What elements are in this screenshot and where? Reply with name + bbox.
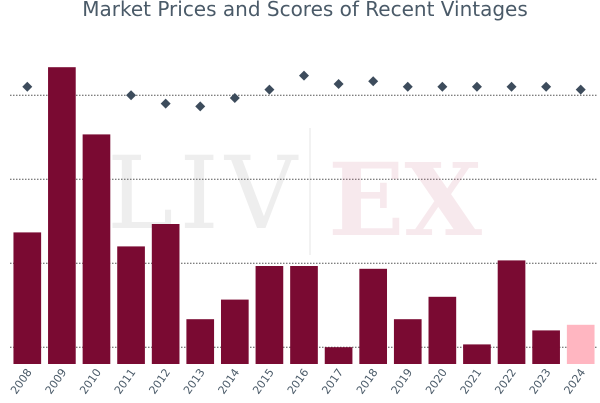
score-marker-2020 (437, 81, 448, 92)
x-tick-2008: 2008 (8, 366, 35, 396)
score-marker-2008 (22, 81, 33, 92)
bar-2015 (255, 266, 284, 364)
bar-2020 (428, 296, 457, 364)
x-tick-2013: 2013 (181, 366, 208, 396)
x-tick-2022: 2022 (492, 366, 519, 396)
score-marker-2022 (506, 81, 517, 92)
x-tick-2024: 2024 (561, 366, 588, 396)
score-marker-2024 (575, 84, 586, 95)
bar-2023 (532, 330, 560, 364)
markers (22, 70, 586, 112)
bar-2013 (186, 319, 215, 364)
score-marker-2014 (229, 93, 240, 103)
x-tick-2015: 2015 (250, 366, 277, 396)
x-tick-2017: 2017 (319, 366, 346, 396)
x-tick-labels: 2008 2009 2010 2011 2012 2013 2014 2015 2016 2017… (8, 366, 588, 396)
watermark-left: LIV (107, 135, 303, 252)
x-tick-2020: 2020 (423, 366, 450, 396)
score-marker-2023 (541, 81, 552, 92)
bar-2024 (566, 324, 595, 364)
x-tick-2016: 2016 (285, 366, 312, 396)
x-tick-2009: 2009 (43, 366, 70, 396)
bar-2017 (324, 347, 353, 364)
x-tick-2019: 2019 (389, 366, 416, 396)
x-tick-2021: 2021 (458, 366, 485, 396)
bar-2019 (393, 319, 422, 364)
score-marker-2012 (160, 98, 171, 109)
x-tick-2014: 2014 (216, 366, 243, 396)
score-marker-2011 (126, 90, 137, 101)
score-marker-2019 (402, 81, 413, 92)
x-tick-2010: 2010 (77, 366, 104, 396)
bar-2010 (82, 134, 111, 364)
bar-2016 (290, 266, 318, 364)
bar-2021 (463, 344, 491, 364)
x-tick-2018: 2018 (354, 366, 381, 396)
bar-2011 (117, 246, 145, 364)
x-tick-2011: 2011 (112, 366, 139, 396)
bars (13, 67, 595, 364)
x-tick-2023: 2023 (527, 366, 554, 396)
watermark-right: EX (328, 141, 482, 259)
watermark: LIV EX (107, 128, 482, 259)
score-marker-2021 (471, 81, 482, 92)
bar-2018 (359, 268, 388, 364)
bar-2009 (48, 67, 76, 364)
score-marker-2018 (368, 76, 379, 87)
bar-2014 (220, 299, 249, 364)
score-marker-2017 (333, 79, 344, 89)
chart-title: Market Prices and Scores of Recent Vinta… (82, 0, 528, 21)
score-marker-2016 (299, 70, 309, 81)
score-marker-2015 (264, 84, 275, 95)
bar-2008 (13, 232, 42, 364)
bar-2012 (151, 224, 180, 364)
bar-2022 (497, 260, 526, 364)
score-marker-2013 (195, 101, 206, 112)
x-tick-2012: 2012 (146, 366, 173, 396)
